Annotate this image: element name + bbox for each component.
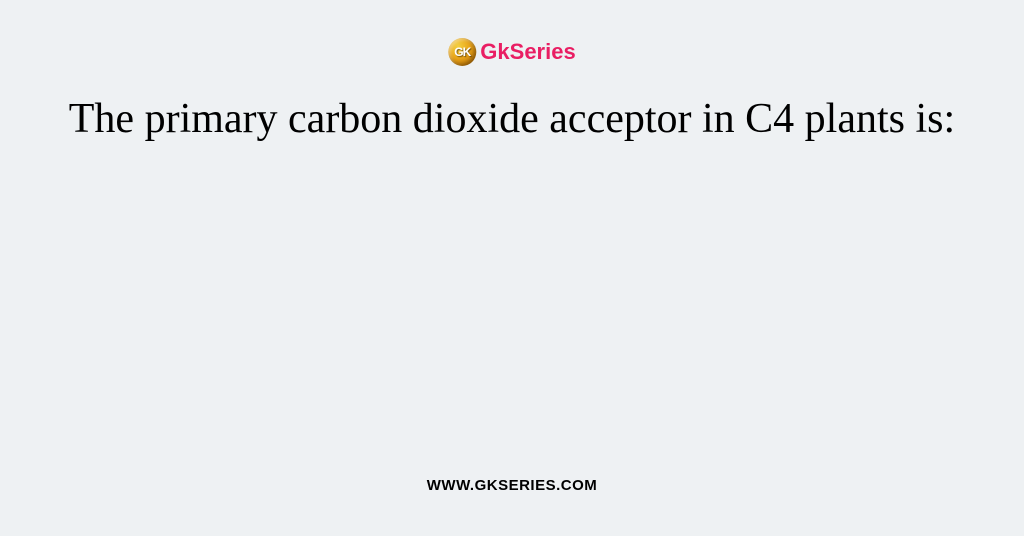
logo-wordmark-part2: Series xyxy=(510,39,576,64)
footer-url: WWW.GKSERIES.COM xyxy=(427,477,598,494)
logo-badge-icon: GK xyxy=(448,38,476,66)
logo-badge-text: GK xyxy=(454,45,470,59)
brand-logo: GK GkSeries xyxy=(448,38,575,66)
question-text: The primary carbon dioxide acceptor in C… xyxy=(62,94,962,144)
logo-wordmark-part1: Gk xyxy=(480,39,509,64)
logo-wordmark: GkSeries xyxy=(480,39,575,65)
